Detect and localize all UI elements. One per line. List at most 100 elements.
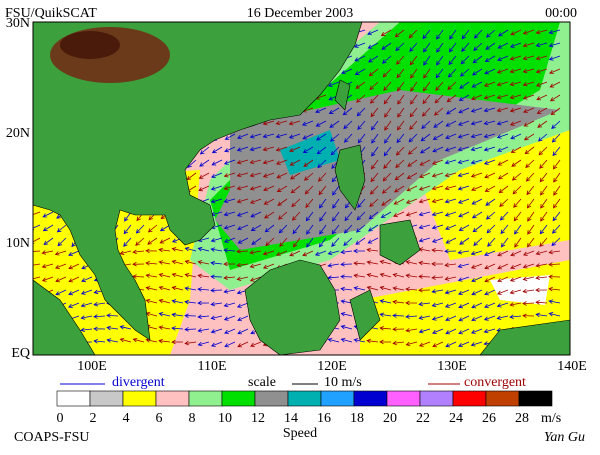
- colorbar-tick: 14: [284, 411, 298, 426]
- wind-arrow: [368, 224, 379, 232]
- wind-arrow: [369, 185, 379, 195]
- wind-arrow: [537, 133, 548, 142]
- colorbar: 0 2 4 6 8 10 12 14 16 18 20 22 24 26 28 m/s: [57, 390, 561, 426]
- colorbar-tick: 0: [57, 411, 64, 426]
- wind-arrow: [522, 42, 535, 48]
- wind-arrow: [409, 107, 418, 118]
- colorbar-tick: 28: [515, 411, 529, 426]
- wind-arrow: [498, 29, 509, 37]
- wind-arrow: [509, 289, 522, 295]
- colorbar-label: Speed: [283, 426, 317, 441]
- wind-arrow: [457, 263, 470, 269]
- wind-arrow: [484, 172, 496, 179]
- colorbar-tick: 6: [156, 411, 163, 426]
- wind-arrow: [119, 250, 132, 256]
- wind-arrow: [444, 262, 457, 268]
- wind-arrow: [319, 224, 327, 235]
- wind-arrow: [331, 224, 340, 235]
- wind-arrow: [509, 68, 522, 74]
- wind-arrow: [471, 315, 483, 322]
- wind-arrow: [147, 237, 158, 245]
- wind-arrow: [396, 81, 405, 92]
- wind-arrow: [119, 325, 132, 330]
- wind-arrow: [496, 289, 509, 295]
- wind-arrow: [471, 81, 483, 88]
- wind-arrow: [250, 211, 262, 218]
- wind-arrow: [552, 211, 561, 222]
- wind-arrow: [444, 249, 457, 254]
- wind-arrow: [223, 248, 236, 253]
- wind-arrow: [42, 224, 54, 232]
- wind-arrow: [445, 120, 457, 127]
- wind-arrow: [319, 211, 327, 222]
- wind-arrow: [223, 237, 236, 243]
- wind-arrow: [197, 300, 210, 306]
- wind-arrow: [522, 263, 535, 269]
- wind-arrow: [340, 286, 353, 292]
- wind-arrow: [500, 224, 509, 235]
- wind-arrow: [305, 198, 314, 208]
- ocean-zone: [215, 90, 560, 250]
- wind-arrow: [210, 237, 223, 243]
- wind-arrow: [550, 107, 561, 116]
- wind-arrow: [344, 133, 353, 143]
- wind-arrow: [262, 159, 275, 165]
- wind-arrow: [535, 29, 548, 35]
- wind-arrow: [445, 315, 457, 322]
- wind-arrow: [367, 29, 379, 36]
- wind-arrow: [483, 94, 496, 100]
- wind-arrow: [418, 198, 431, 204]
- wind-arrow: [421, 107, 431, 117]
- wind-arrow: [277, 198, 288, 206]
- wind-arrow: [42, 211, 54, 218]
- wind-arrow: [445, 237, 457, 244]
- wind-arrow: [448, 55, 457, 66]
- wind-arrow: [135, 237, 145, 246]
- wind-arrow: [158, 325, 171, 330]
- wind-arrow: [457, 185, 470, 191]
- wind-arrow: [93, 314, 106, 319]
- wind-arrow: [471, 185, 483, 192]
- wind-arrow: [316, 133, 327, 141]
- wind-arrow: [420, 133, 431, 142]
- wind-arrow: [535, 263, 548, 268]
- wind-arrow: [514, 237, 522, 248]
- wind-arrow: [379, 312, 392, 317]
- wind-arrow: [132, 261, 145, 267]
- lon-label: 130E: [437, 359, 467, 374]
- wind-arrow: [448, 42, 457, 53]
- wind-arrow: [447, 81, 457, 91]
- wind-arrow: [509, 302, 522, 307]
- wind-arrow: [41, 263, 54, 269]
- wind-arrow: [369, 81, 379, 91]
- wind-arrow: [423, 55, 431, 66]
- title-time: 00:00: [545, 6, 577, 21]
- wind-arrow: [418, 237, 431, 243]
- colorbar-swatch: [386, 390, 421, 407]
- wind-arrow: [237, 328, 249, 335]
- borneo: [244, 259, 341, 355]
- wind-arrow: [370, 107, 379, 118]
- wind-arrow: [552, 224, 561, 234]
- wind-arrow: [329, 120, 340, 128]
- wind-arrow: [497, 250, 509, 257]
- wind-arrow: [509, 94, 522, 100]
- wind-arrow: [418, 341, 431, 347]
- wind-arrow: [330, 146, 340, 156]
- wind-arrow: [223, 261, 236, 267]
- wind-arrow: [552, 146, 561, 157]
- wind-arrow: [487, 237, 496, 247]
- wind-arrow: [366, 273, 379, 278]
- wind-arrow: [540, 198, 548, 209]
- wind-arrow: [409, 55, 418, 66]
- wind-arrow: [499, 198, 509, 207]
- wind-arrow: [497, 55, 509, 62]
- wind-arrow: [80, 289, 93, 295]
- wind-arrow: [522, 313, 535, 319]
- wind-arrow: [366, 338, 379, 344]
- wind-arrow: [549, 94, 561, 102]
- mindanao: [379, 219, 421, 266]
- wind-arrow: [184, 273, 197, 278]
- wind-arrow: [370, 159, 379, 170]
- wind-arrow: [394, 29, 405, 38]
